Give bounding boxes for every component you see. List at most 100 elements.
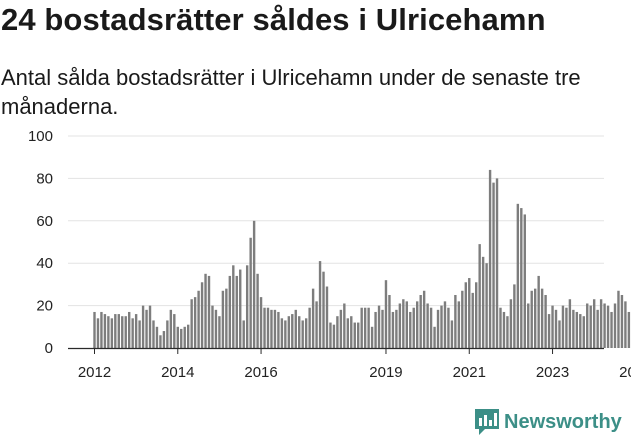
bar — [617, 290, 620, 348]
bar — [464, 282, 467, 348]
bar — [572, 309, 575, 348]
bar — [318, 261, 322, 348]
bar — [346, 318, 350, 348]
bar — [582, 316, 585, 348]
x-axis: 2012 2014 2016 2019 2021 2023 2025 — [68, 347, 631, 381]
bar — [495, 178, 499, 348]
bar — [204, 273, 207, 348]
bar — [499, 307, 502, 348]
bar — [547, 314, 551, 348]
bar — [298, 316, 301, 348]
bar — [249, 237, 252, 348]
bar — [367, 307, 370, 348]
bar — [353, 322, 356, 348]
bar — [540, 288, 544, 348]
bar — [131, 318, 134, 348]
bar — [450, 320, 454, 348]
bar — [325, 286, 329, 348]
bar — [360, 307, 363, 348]
bar — [280, 318, 284, 348]
bar — [277, 311, 280, 348]
bar — [586, 303, 589, 348]
bar — [388, 295, 391, 348]
bar — [311, 288, 315, 348]
bar — [221, 290, 225, 348]
bar — [169, 309, 173, 348]
chart-subtitle: Antal sålda bostadsrätter i Ulricehamn u… — [1, 65, 581, 119]
y-tick-label: 80 — [36, 170, 53, 187]
bar — [513, 284, 516, 348]
bar — [294, 309, 297, 348]
bar — [468, 278, 471, 348]
bar — [100, 311, 103, 348]
x-tick-label: 2021 — [453, 364, 486, 381]
bar — [419, 295, 422, 348]
bar — [485, 263, 488, 348]
bar — [211, 305, 214, 348]
bar — [568, 299, 572, 348]
bar — [412, 307, 415, 348]
bar — [256, 273, 259, 348]
bar — [575, 311, 579, 348]
bar — [613, 303, 617, 348]
bar — [530, 290, 533, 348]
bar — [166, 320, 169, 348]
bar — [263, 307, 266, 348]
y-tick-label: 100 — [28, 128, 53, 145]
bar — [162, 331, 166, 348]
bar — [422, 290, 426, 348]
bar — [180, 328, 183, 348]
bar — [197, 290, 200, 348]
bar — [565, 307, 568, 348]
bar — [148, 305, 152, 348]
y-tick-label: 60 — [36, 213, 53, 230]
bar — [110, 318, 114, 348]
bar — [533, 288, 537, 348]
bar — [527, 303, 530, 348]
bar — [561, 305, 565, 348]
bar — [252, 220, 256, 348]
bar — [239, 269, 242, 348]
bar — [332, 324, 336, 348]
bar — [339, 309, 343, 348]
bar — [596, 309, 599, 348]
bar — [544, 295, 547, 348]
bar — [592, 299, 596, 348]
bar — [176, 326, 179, 348]
chart-title: 24 bostadsrätter såldes i Ulricehamn — [1, 2, 546, 37]
bar — [506, 316, 509, 348]
bar — [436, 309, 440, 348]
bar — [416, 301, 419, 348]
bar — [214, 309, 218, 348]
bar — [266, 307, 270, 348]
bar — [520, 208, 523, 348]
bar — [374, 311, 377, 348]
y-axis-tick-labels: 0 20 40 60 80 100 — [28, 128, 53, 357]
bar — [287, 316, 291, 348]
x-tick-label: 2019 — [369, 364, 402, 381]
bar — [200, 282, 204, 348]
bar — [457, 301, 461, 348]
bar — [284, 320, 287, 348]
bar — [155, 326, 159, 348]
bar — [502, 311, 506, 348]
bar — [603, 303, 606, 348]
bar — [96, 318, 100, 348]
brand-name: Newsworthy — [504, 410, 622, 433]
bar — [481, 256, 485, 348]
x-tick-label: 2025 — [619, 364, 631, 381]
bar — [537, 275, 540, 348]
bar — [558, 320, 561, 348]
bar — [551, 305, 554, 348]
bar — [620, 295, 624, 348]
y-tick-label: 20 — [36, 298, 53, 315]
bar — [454, 295, 457, 348]
bar — [343, 303, 346, 348]
bar — [114, 314, 117, 348]
bar — [232, 265, 235, 348]
bar — [117, 314, 120, 348]
bar — [301, 320, 304, 348]
bar — [121, 316, 124, 348]
bar — [228, 275, 232, 348]
brand-logo[interactable]: Newsworthy — [475, 409, 622, 435]
